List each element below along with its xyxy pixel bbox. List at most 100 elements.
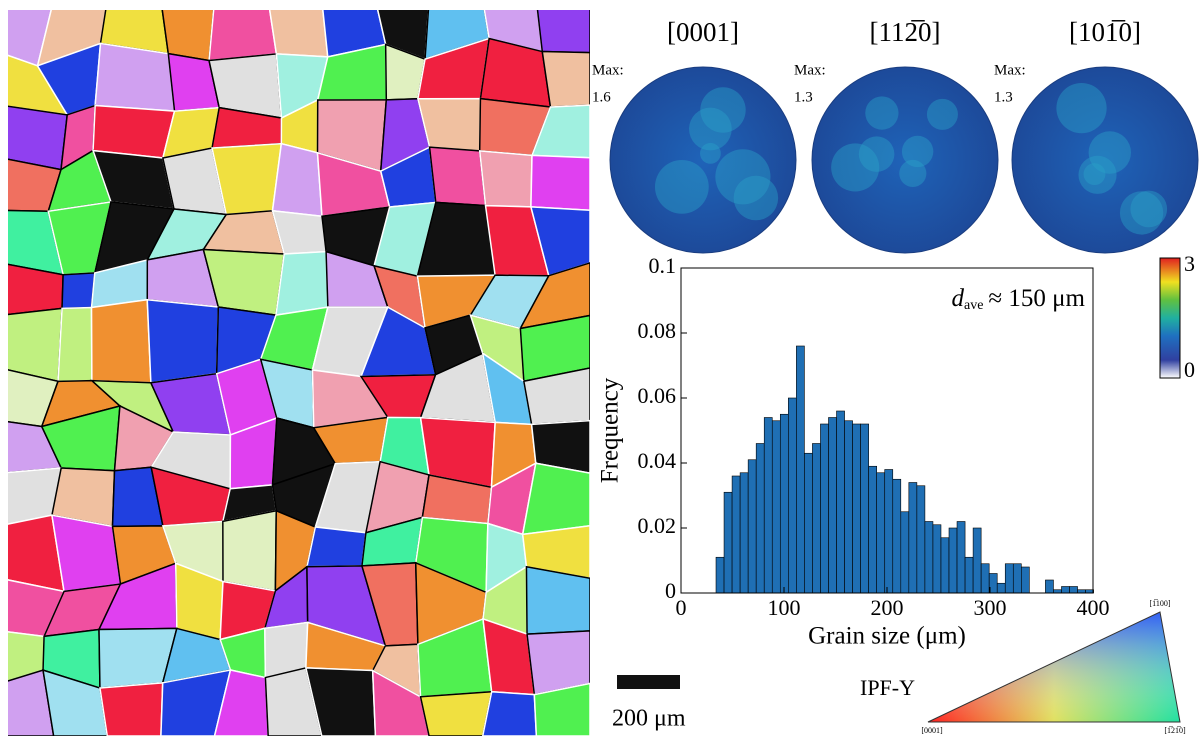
- grain: [100, 683, 163, 736]
- bar: [845, 421, 853, 593]
- grain: [531, 155, 590, 210]
- grain: [92, 300, 151, 383]
- pole-figure-blob: [831, 143, 879, 191]
- bar: [716, 557, 724, 593]
- grain: [526, 567, 590, 634]
- scale-bar: [617, 675, 680, 689]
- x-tick-label: 200: [871, 595, 904, 620]
- max-value: 1.6: [592, 89, 611, 105]
- bar: [941, 538, 949, 593]
- y-tick-label: 0: [665, 578, 676, 603]
- grain: [58, 307, 92, 381]
- grain: [62, 273, 95, 308]
- grain: [273, 144, 322, 217]
- grain: [223, 511, 276, 591]
- colorbar: [1160, 258, 1180, 378]
- annotation-part: d: [951, 285, 964, 312]
- bar: [925, 522, 933, 594]
- max-value: 1.3: [994, 89, 1013, 105]
- figure: [0001]Max:1.6[112̅0]Max:1.3[101̅0]Max:1.…: [0, 0, 1199, 736]
- bar: [973, 528, 981, 593]
- bar: [917, 486, 925, 593]
- pole-figure-label: [112̅0]: [870, 17, 941, 47]
- bar: [957, 522, 965, 594]
- bar: [748, 460, 756, 593]
- bar: [1045, 580, 1053, 593]
- bar: [853, 424, 861, 593]
- pole-figure-blob: [1120, 191, 1163, 234]
- bar: [820, 424, 828, 593]
- ebsd-map: [0, 0, 590, 736]
- bar: [732, 476, 740, 593]
- bar: [981, 564, 989, 593]
- grain: [536, 0, 590, 53]
- pole-figure-blob: [700, 143, 721, 164]
- ipf-title: IPF-Y: [860, 675, 915, 700]
- x-tick-label: 0: [676, 595, 687, 620]
- bar: [780, 414, 788, 593]
- grain: [307, 527, 366, 567]
- bar: [812, 444, 820, 594]
- bar: [1061, 587, 1069, 594]
- y-tick-label: 0.08: [638, 318, 677, 343]
- pole-figure-blob: [927, 99, 958, 130]
- annotation: dave ≈ 150 μm: [951, 285, 1085, 313]
- x-tick-label: 400: [1077, 595, 1110, 620]
- pole-figure-label: [101̅0]: [1069, 17, 1141, 47]
- bar: [837, 411, 845, 593]
- grain: [95, 43, 174, 111]
- bar: [933, 525, 941, 593]
- colorbar-tick-label: 0: [1184, 357, 1195, 382]
- bar: [804, 453, 812, 593]
- grain: [480, 151, 532, 207]
- bar: [901, 512, 909, 593]
- page: {"chart_data": {"type": "histogram", "xl…: [0, 0, 1199, 736]
- colorbar-tick-label: 3: [1184, 251, 1195, 276]
- y-axis-label: Frequency: [597, 377, 624, 483]
- y-tick-label: 0.02: [638, 513, 677, 538]
- bar: [1005, 564, 1013, 593]
- grain: [147, 300, 218, 383]
- y-tick-label: 0.06: [638, 383, 677, 408]
- max-label: Max:: [592, 62, 624, 78]
- bar: [1013, 564, 1021, 593]
- bar: [796, 346, 804, 593]
- pole-figure-blob: [1084, 163, 1106, 185]
- ipf-top-label: [1̅100]: [1149, 599, 1170, 608]
- annotation-part: ave: [964, 298, 983, 313]
- pole-figure-blob: [1056, 83, 1106, 133]
- bar: [1070, 587, 1078, 594]
- grain: [430, 147, 486, 205]
- annotation-part: ≈ 150 μm: [988, 285, 1085, 312]
- pole-figure-blob: [655, 160, 709, 214]
- grain: [483, 692, 537, 736]
- bar: [965, 557, 973, 593]
- scale-bar-label: 200 μm: [612, 706, 686, 732]
- x-tick-label: 100: [768, 595, 801, 620]
- bar: [893, 479, 901, 593]
- grain: [93, 106, 174, 158]
- bar: [828, 418, 836, 594]
- bar: [1021, 567, 1029, 593]
- bar: [772, 421, 780, 593]
- bar: [997, 583, 1005, 593]
- y-tick-label: 0.04: [638, 448, 677, 473]
- bar: [788, 398, 796, 593]
- y-tick-label: 0.1: [649, 253, 677, 278]
- pole-figures: [0001]Max:1.6[112̅0]Max:1.3[101̅0]Max:1.…: [592, 17, 1198, 253]
- bar: [740, 473, 748, 593]
- bar: [869, 466, 877, 593]
- pole-figure-blob: [715, 149, 770, 204]
- bar: [885, 470, 893, 594]
- grain: [276, 252, 328, 315]
- pole-figure-blob: [865, 96, 898, 129]
- bar: [877, 473, 885, 593]
- grain: [161, 0, 215, 61]
- max-label: Max:: [994, 62, 1026, 78]
- grain: [268, 0, 328, 57]
- max-label: Max:: [794, 62, 826, 78]
- pole-figure-label: [0001]: [667, 17, 739, 47]
- x-tick-label: 300: [974, 595, 1007, 620]
- bar: [909, 483, 917, 594]
